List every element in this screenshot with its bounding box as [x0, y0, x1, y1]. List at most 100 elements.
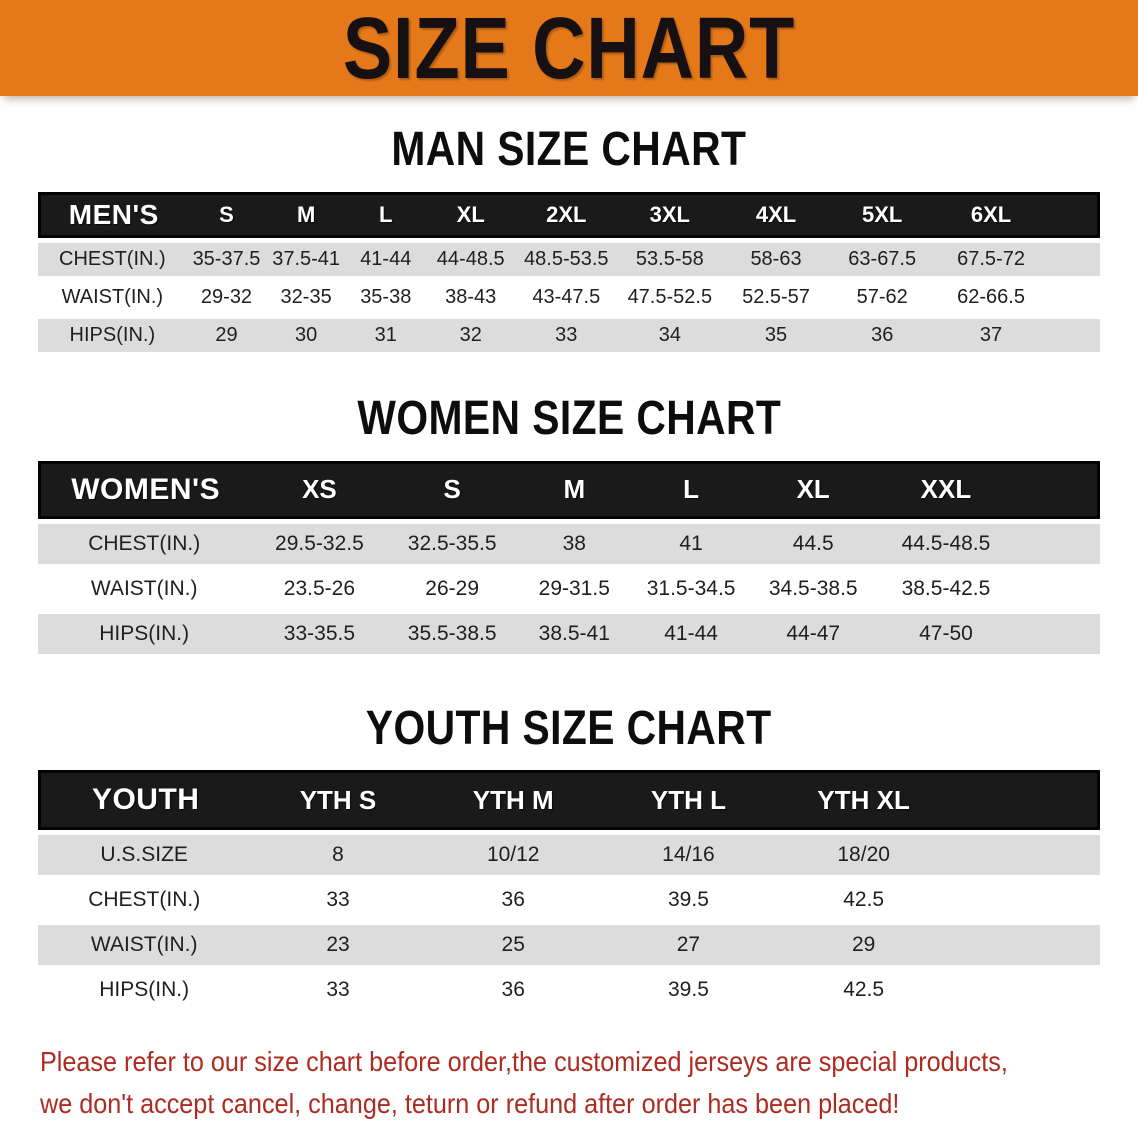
size-value: 31.5-34.5 [632, 568, 750, 609]
size-value: 39.5 [600, 970, 777, 1011]
size-value: 29 [776, 925, 952, 966]
size-value: 25 [425, 925, 601, 966]
column-header: 3XL [616, 191, 723, 238]
spacer-cell [1046, 318, 1100, 352]
size-value: 29-31.5 [515, 568, 633, 609]
size-value: 8 [250, 835, 426, 876]
youth-size-table-wrap: YOUTH YTH S YTH M YTH L YTH XL U.S.SIZE … [38, 765, 1100, 1015]
table-header-row: MEN'S S M L XL 2XL 3XL 4XL 5XL 6XL [38, 191, 1100, 238]
spacer-cell [1046, 191, 1100, 238]
column-header: 4XL [722, 191, 830, 238]
column-header: L [345, 191, 426, 238]
size-value: 47.5-52.5 [616, 280, 723, 314]
column-header: S [186, 191, 267, 238]
size-value: 35-38 [345, 280, 426, 314]
size-value: 26-29 [388, 568, 516, 609]
table-row: U.S.SIZE 8 10/12 14/16 18/20 [38, 835, 1100, 876]
size-value: 62-66.5 [935, 280, 1047, 314]
size-value: 67.5-72 [935, 242, 1047, 276]
spacer-cell [951, 770, 1100, 831]
size-value: 38 [515, 523, 633, 564]
table-row: CHEST(IN.) 35-37.5 37.5-41 41-44 44-48.5… [38, 242, 1100, 276]
size-value: 35 [722, 318, 830, 352]
column-header: XS [250, 460, 389, 519]
size-value: 42.5 [776, 970, 952, 1011]
size-value: 29.5-32.5 [250, 523, 389, 564]
spacer-cell [1014, 460, 1100, 519]
size-value: 44.5-48.5 [876, 523, 1015, 564]
size-value: 47-50 [876, 613, 1015, 654]
size-value: 41-44 [345, 242, 426, 276]
size-value: 27 [600, 925, 777, 966]
column-header: YTH M [425, 770, 601, 831]
men-section-heading: MAN SIZE CHART [391, 123, 747, 176]
women-section-heading: WOMEN SIZE CHART [357, 391, 781, 445]
spacer-cell [1046, 242, 1100, 276]
size-value: 39.5 [600, 880, 777, 921]
row-label: CHEST(IN.) [38, 523, 251, 564]
spacer-cell [951, 970, 1100, 1011]
size-value: 37 [935, 318, 1047, 352]
size-value: 33-35.5 [250, 613, 389, 654]
size-value: 36 [829, 318, 936, 352]
size-value: 14/16 [600, 835, 777, 876]
women-size-table-wrap: WOMEN'S XS S M L XL XXL CHEST(IN.) 29.5-… [38, 456, 1100, 659]
men-size-table-wrap: MEN'S S M L XL 2XL 3XL 4XL 5XL 6XL CHEST… [38, 187, 1100, 357]
table-row: HIPS(IN.) 33-35.5 35.5-38.5 38.5-41 41-4… [38, 613, 1100, 654]
column-header: L [632, 460, 750, 519]
size-value: 23.5-26 [250, 568, 389, 609]
size-chart-banner: SIZE CHART [0, 0, 1138, 96]
size-chart-title: SIZE CHART [342, 0, 796, 97]
spacer-cell [951, 835, 1100, 876]
table-row: CHEST(IN.) 33 36 39.5 42.5 [38, 880, 1100, 921]
size-value: 35-37.5 [186, 242, 267, 276]
column-header: YTH L [600, 770, 777, 831]
spacer-cell [1014, 523, 1100, 564]
men-header-label: MEN'S [38, 191, 187, 238]
size-value: 41 [632, 523, 750, 564]
column-header: 2XL [515, 191, 617, 238]
row-label: HIPS(IN.) [38, 970, 251, 1011]
column-header: XL [425, 191, 516, 238]
youth-header-label: YOUTH [38, 770, 251, 831]
size-value: 37.5-41 [266, 242, 346, 276]
size-value: 44-47 [749, 613, 877, 654]
row-label: CHEST(IN.) [38, 242, 187, 276]
spacer-cell [951, 925, 1100, 966]
order-policy-note: Please refer to our size chart before or… [40, 1041, 1138, 1125]
size-value: 33 [515, 318, 617, 352]
row-label: U.S.SIZE [38, 835, 251, 876]
column-header: 6XL [935, 191, 1047, 238]
size-value: 23 [250, 925, 426, 966]
size-value: 38-43 [425, 280, 516, 314]
size-value: 31 [345, 318, 426, 352]
table-row: WAIST(IN.) 29-32 32-35 35-38 38-43 43-47… [38, 280, 1100, 314]
row-label: CHEST(IN.) [38, 880, 251, 921]
size-value: 33 [250, 880, 426, 921]
spacer-cell [1014, 613, 1100, 654]
size-value: 43-47.5 [515, 280, 617, 314]
size-value: 36 [425, 880, 601, 921]
size-value: 10/12 [425, 835, 601, 876]
table-row: HIPS(IN.) 29 30 31 32 33 34 35 36 37 [38, 318, 1100, 352]
column-header: XL [749, 460, 877, 519]
size-value: 33 [250, 970, 426, 1011]
women-size-table: WOMEN'S XS S M L XL XXL CHEST(IN.) 29.5-… [38, 456, 1100, 659]
size-value: 32.5-35.5 [388, 523, 516, 564]
size-value: 34 [616, 318, 723, 352]
size-value: 36 [425, 970, 601, 1011]
column-header: XXL [876, 460, 1015, 519]
table-row: WAIST(IN.) 23.5-26 26-29 29-31.5 31.5-34… [38, 568, 1100, 609]
order-policy-line-2: we don't accept cancel, change, teturn o… [40, 1088, 900, 1120]
table-header-row: WOMEN'S XS S M L XL XXL [38, 460, 1100, 519]
men-size-table: MEN'S S M L XL 2XL 3XL 4XL 5XL 6XL CHEST… [38, 187, 1100, 357]
size-value: 44-48.5 [425, 242, 516, 276]
size-value: 58-63 [722, 242, 830, 276]
youth-section-heading: YOUTH SIZE CHART [366, 701, 772, 755]
size-value: 53.5-58 [616, 242, 723, 276]
row-label: HIPS(IN.) [38, 318, 187, 352]
row-label: WAIST(IN.) [38, 925, 251, 966]
size-value: 44.5 [749, 523, 877, 564]
table-row: CHEST(IN.) 29.5-32.5 32.5-35.5 38 41 44.… [38, 523, 1100, 564]
column-header: M [266, 191, 346, 238]
